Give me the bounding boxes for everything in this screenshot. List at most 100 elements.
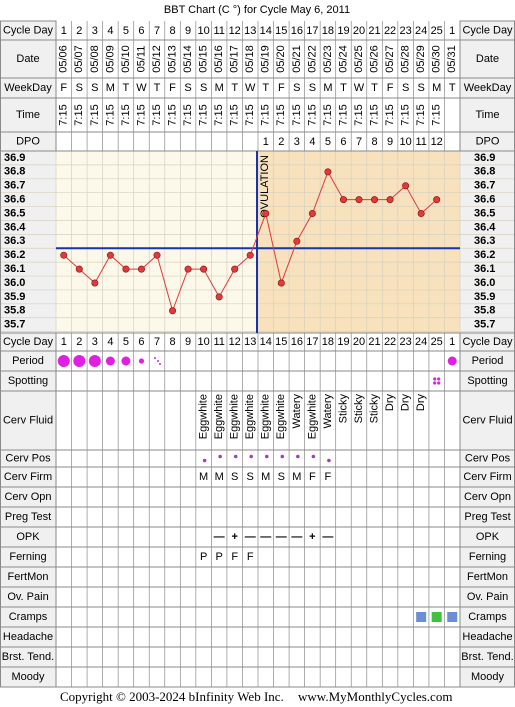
cycle-day: 23 [399,25,411,37]
cycle-day: 10 [197,336,209,348]
copyright: Copyright © 2003-2024 bInfinity Web Inc. [60,689,284,704]
y-tick-label: 36.0 [4,277,25,289]
cycle-day: 19 [337,336,349,348]
opk: + [231,531,237,543]
time: 7:15 [353,104,365,125]
weekday: F [278,82,285,94]
date: 05/07 [73,45,85,73]
row-label: OPK [16,531,40,543]
date: 05/08 [89,45,101,73]
date: 05/28 [400,45,412,73]
date: 05/09 [104,45,116,73]
weekday: W [354,82,365,94]
weekday: W [245,82,256,94]
weekday: T [231,82,238,94]
date: 05/25 [353,45,365,73]
weekday: T [340,82,347,94]
y-tick-label: 36.6 [474,194,495,206]
cycle-day: 4 [107,25,113,37]
date: 05/06 [58,45,70,73]
temperature-point [137,265,145,273]
time: 7:15 [151,104,163,125]
cerv-fluid: Sticky [353,394,365,424]
cerv-pos-mark [218,454,222,459]
site-url: www.MyMonthlyCycles.com [298,689,452,704]
cerv-fluid: Eggwhite [306,394,318,439]
cycle-day: 3 [92,25,98,37]
ferning: F [247,551,254,563]
cycle-day: 16 [291,25,303,37]
row-label: Cerv Firm [4,471,52,483]
temperature-point [231,265,239,273]
row-label: Cerv Opn [4,491,51,503]
y-tick-label: 36.7 [4,180,25,192]
cycle-day: 18 [322,25,334,37]
temperature-point [215,293,223,301]
time: 7:15 [322,104,334,125]
row-label: Period [472,355,504,367]
period-mark [159,363,161,365]
cerv-pos-mark [264,454,269,459]
cycle-day: 5 [123,336,129,348]
time: 7:15 [73,104,85,125]
y-tick-label: 36.5 [4,207,25,219]
cycle-day: 22 [384,25,396,37]
time: 7:15 [135,104,147,125]
cycle-day: 12 [229,336,241,348]
cycle-day: 7 [154,25,160,37]
date: 05/12 [151,45,163,73]
cerv-firm: M [199,471,208,483]
cycle-day: 6 [138,336,144,348]
temperature-point [433,196,441,204]
dpo: 12 [431,136,443,148]
cramps-mark [416,612,427,622]
cerv-fluid: Dry [384,394,396,412]
temperature-point [169,307,177,315]
date: 05/30 [431,45,443,73]
time: 7:15 [431,104,443,125]
cerv-pos-mark [311,454,316,459]
date: 05/10 [120,45,132,73]
temperature-point [355,196,363,204]
cycle-day: 4 [107,336,113,348]
weekday: S [200,82,207,94]
temperature-point [277,279,285,287]
tick-label-bg [460,151,515,333]
row-label: Cramps [468,611,507,623]
row-label: Preg Test [5,511,51,523]
row-label: Cycle Day [3,336,54,348]
period-mark [138,358,145,364]
cerv-firm: M [292,471,301,483]
time: 7:15 [58,104,70,125]
time: 7:15 [260,104,272,125]
time: 7:15 [415,104,427,125]
row-label: Moody [11,671,45,683]
dpo: 3 [294,136,300,148]
temperature-point [91,279,99,287]
dpo: 7 [356,136,362,148]
y-tick-label: 36.9 [4,152,25,164]
opk: — [260,531,271,543]
cerv-pos-mark [280,454,285,459]
temperature-point [262,210,270,218]
weekday: S [293,82,300,94]
cerv-firm: S [247,471,254,483]
cycle-day: 15 [275,25,287,37]
dpo: 6 [340,136,346,148]
weekday: T [371,82,378,94]
weekday: M [323,82,332,94]
weekday: M [432,82,441,94]
time: 7:15 [166,104,178,125]
time: 7:15 [384,104,396,125]
cycle-day: 16 [291,336,303,348]
temperature-point [60,251,68,259]
time: 7:15 [229,104,241,125]
weekday: W [136,82,147,94]
cycle-day: 1 [61,25,67,37]
row-label: Period [12,355,44,367]
row-label-cell [0,39,57,79]
row-label: Ov. Pain [7,591,48,603]
chart-title: BBT Chart (C °) for Cycle May 6, 2011 [164,4,350,16]
cycle-day: 13 [244,336,256,348]
